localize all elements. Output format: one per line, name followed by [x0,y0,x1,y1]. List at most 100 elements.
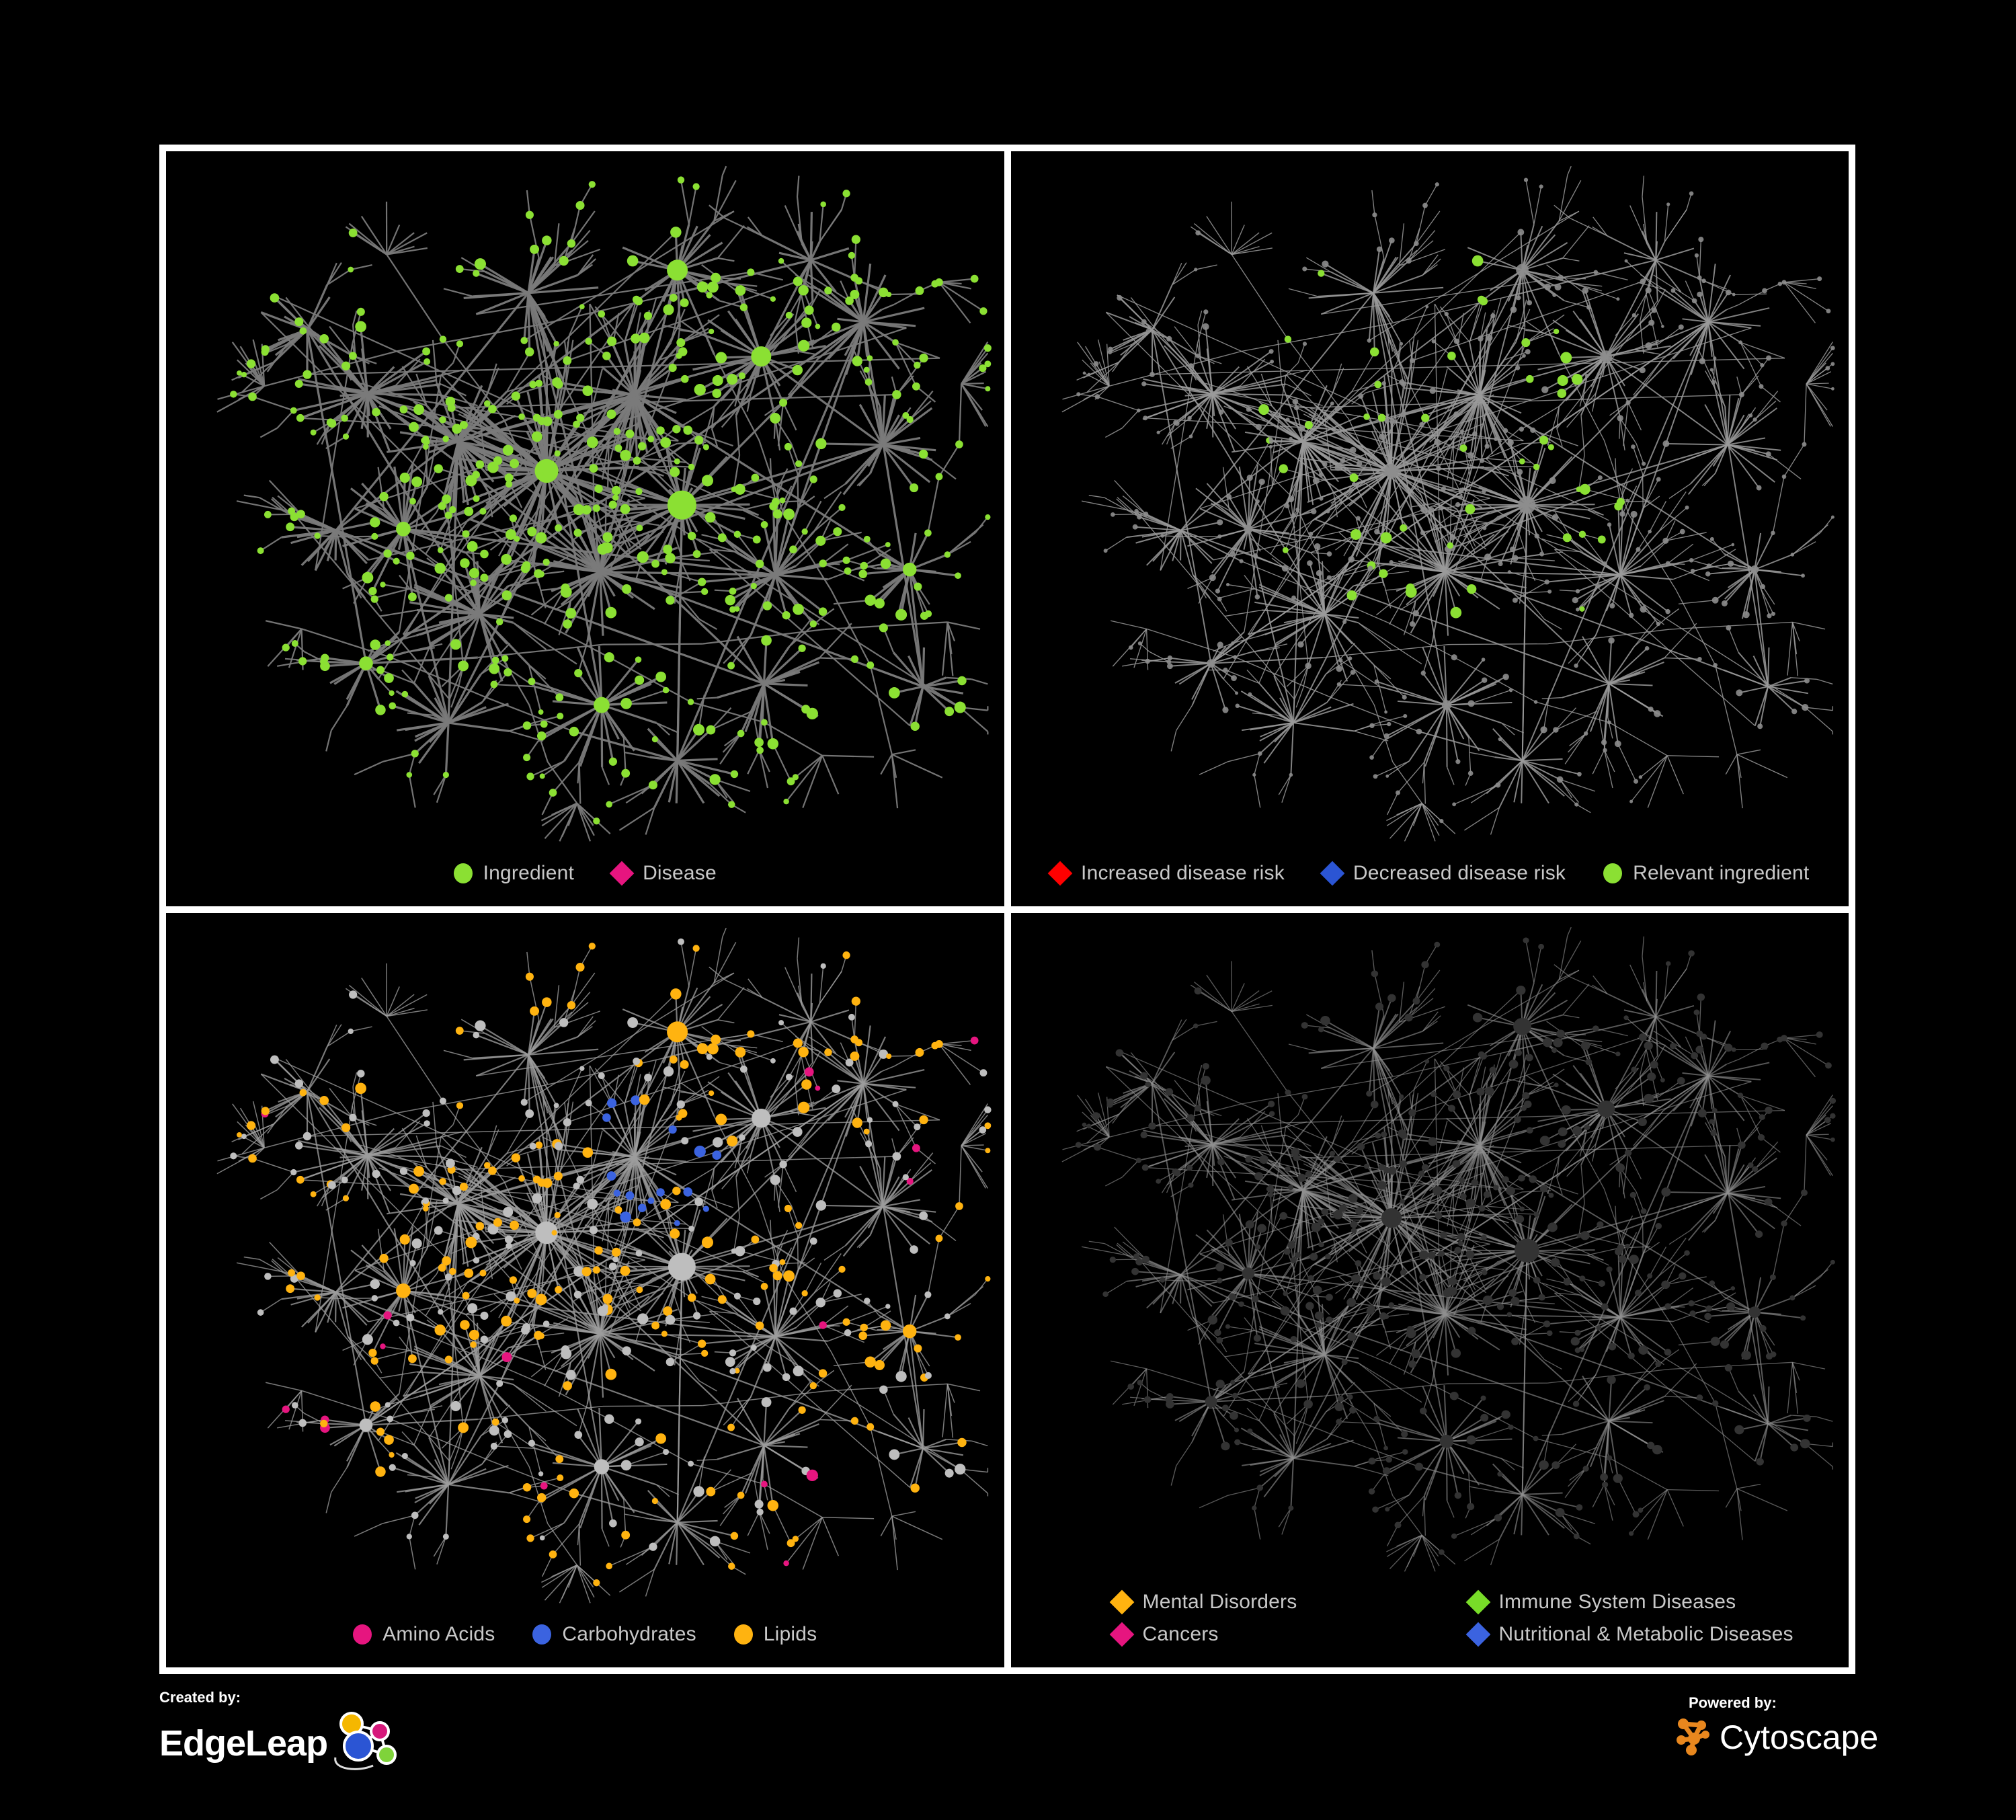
network-node-ingredient[interactable] [620,1459,632,1470]
network-node-ingredient[interactable] [489,663,500,674]
network-node-ingredient[interactable] [914,361,921,369]
network-canvas-c[interactable] [166,912,1004,1618]
network-node-ingredient[interactable] [480,1335,489,1343]
network-node-ingredient[interactable] [518,413,525,420]
network-node-ingredient[interactable] [733,530,741,538]
network-node-ingredient[interactable] [751,473,760,482]
network-node-ingredient[interactable] [493,456,503,465]
network-node-ingredient[interactable] [342,433,350,440]
network-node-ingredient[interactable] [1239,559,1244,563]
network-node-ingredient[interactable] [1172,1169,1180,1176]
network-node-ingredient[interactable] [1427,1251,1436,1259]
network-node-ingredient[interactable] [728,1562,735,1570]
network-node-ingredient[interactable] [1382,1218,1388,1224]
network-node-ingredient[interactable] [407,1353,417,1363]
network-node-ingredient[interactable] [1335,665,1342,672]
network-node-ingredient[interactable] [717,533,727,543]
network-node-ingredient[interactable] [983,344,992,352]
network-node-ingredient[interactable] [1306,560,1313,566]
network-node-ingredient[interactable] [750,1344,757,1351]
network-node-ingredient[interactable] [1308,531,1313,537]
network-node-ingredient[interactable] [553,409,563,419]
network-node-ingredient[interactable] [1595,1324,1601,1331]
network-node-ingredient[interactable] [1480,1234,1487,1240]
network-node-ingredient[interactable] [761,1480,768,1487]
network-node-ingredient[interactable] [694,1145,706,1157]
network-node-ingredient[interactable] [424,1119,430,1126]
network-node-ingredient[interactable] [530,1006,539,1016]
network-node-ingredient[interactable] [413,404,425,416]
network-node-ingredient[interactable] [554,450,561,457]
network-node-ingredient[interactable] [792,364,803,376]
network-node-ingredient[interactable] [820,201,827,208]
network-node-ingredient[interactable] [1764,1106,1773,1114]
network-node-ingredient[interactable] [1706,563,1711,568]
network-node-ingredient[interactable] [314,1294,321,1301]
network-node-ingredient[interactable] [1297,641,1304,648]
network-node-ingredient[interactable] [553,1171,563,1181]
network-node-ingredient[interactable] [1481,677,1487,683]
network-node-ingredient[interactable] [1402,695,1407,700]
network-node-ingredient[interactable] [576,413,585,422]
network-node-ingredient[interactable] [1705,1305,1712,1312]
network-node-ingredient[interactable] [1293,405,1299,411]
network-node-ingredient[interactable] [850,1417,859,1425]
network-node-ingredient[interactable] [1510,1337,1519,1345]
network-node-ingredient[interactable] [1229,1379,1236,1385]
network-node-ingredient[interactable] [575,200,585,210]
network-node-ingredient[interactable] [752,1108,771,1127]
network-node-ingredient[interactable] [576,1175,585,1183]
network-node-ingredient[interactable] [602,1113,611,1122]
network-node-ingredient[interactable] [1076,392,1080,397]
network-node-ingredient[interactable] [542,996,552,1007]
network-node-ingredient[interactable] [503,1206,514,1217]
network-node-ingredient[interactable] [1639,606,1647,613]
network-node-ingredient[interactable] [1538,184,1543,189]
network-node-ingredient[interactable] [606,1171,616,1181]
network-node-ingredient[interactable] [760,1282,768,1290]
network-node-ingredient[interactable] [294,1078,304,1088]
network-node-ingredient[interactable] [1521,1091,1529,1099]
network-node-ingredient[interactable] [456,1101,464,1109]
network-node-ingredient[interactable] [474,258,486,270]
network-node-ingredient[interactable] [1495,782,1500,788]
network-node-ingredient[interactable] [372,407,380,417]
network-node-ingredient[interactable] [1267,1192,1273,1197]
network-node-ingredient[interactable] [1628,612,1634,618]
network-node-ingredient[interactable] [687,699,694,705]
network-node-ingredient[interactable] [282,643,290,651]
network-node-ingredient[interactable] [241,1133,247,1139]
network-node-ingredient[interactable] [1539,551,1544,557]
network-node-ingredient[interactable] [1135,1157,1141,1163]
network-node-ingredient[interactable] [1533,1211,1539,1217]
network-node-ingredient[interactable] [1383,463,1399,479]
network-node-ingredient[interactable] [605,606,617,619]
network-node-ingredient[interactable] [362,1333,373,1345]
network-node-ingredient[interactable] [535,1141,543,1149]
network-node-ingredient[interactable] [1467,770,1473,777]
network-node-ingredient[interactable] [1764,1197,1773,1205]
network-node-ingredient[interactable] [1310,508,1316,514]
network-node-ingredient[interactable] [579,304,585,310]
network-node-ingredient[interactable] [694,1197,703,1206]
network-node-ingredient[interactable] [1128,645,1133,650]
network-node-ingredient[interactable] [1218,409,1223,415]
network-node-ingredient[interactable] [863,535,871,543]
network-node-ingredient[interactable] [1206,659,1215,668]
network-node-ingredient[interactable] [1498,737,1502,742]
network-node-ingredient[interactable] [422,1109,430,1117]
network-node-ingredient[interactable] [1677,1076,1685,1084]
network-node-ingredient[interactable] [801,1078,812,1090]
network-node-ingredient[interactable] [787,1538,795,1547]
network-node-ingredient[interactable] [501,1351,512,1362]
network-node-ingredient[interactable] [1372,1271,1381,1280]
network-node-ingredient[interactable] [1373,528,1380,535]
network-node-ingredient[interactable] [886,291,892,298]
network-node-ingredient[interactable] [761,1396,772,1407]
network-node-ingredient[interactable] [850,1051,860,1061]
network-node-ingredient[interactable] [1755,1230,1763,1238]
network-node-ingredient[interactable] [1761,288,1767,294]
network-node-ingredient[interactable] [514,536,520,542]
network-node-ingredient[interactable] [1597,475,1603,481]
network-node-ingredient[interactable] [885,542,891,547]
